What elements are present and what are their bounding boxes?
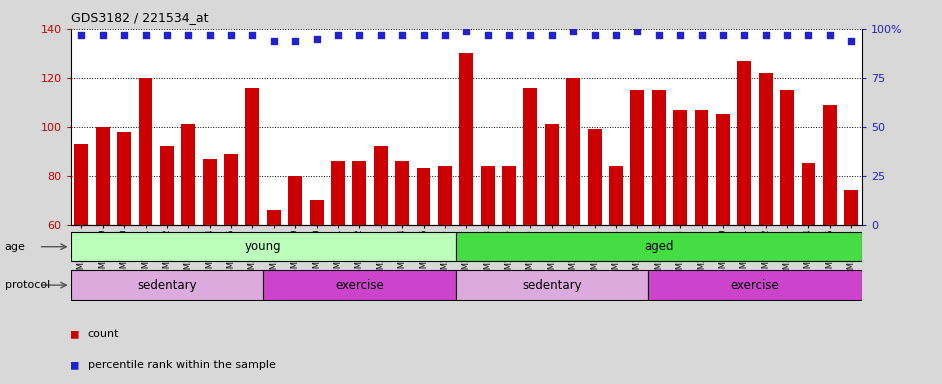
Bar xyxy=(694,109,708,225)
Text: ■: ■ xyxy=(71,358,78,371)
Point xyxy=(351,31,366,38)
Bar xyxy=(71,270,263,300)
Bar xyxy=(352,161,366,225)
Point xyxy=(138,31,153,38)
Bar xyxy=(331,161,345,225)
Point xyxy=(309,35,324,41)
Point xyxy=(373,31,388,38)
Bar xyxy=(96,127,109,225)
Point xyxy=(822,31,837,38)
Bar xyxy=(524,88,537,225)
Text: count: count xyxy=(88,329,119,339)
Bar xyxy=(456,270,648,300)
Point xyxy=(117,31,132,38)
Point xyxy=(758,31,773,38)
Point xyxy=(395,31,410,38)
Bar xyxy=(74,144,89,225)
Point xyxy=(737,31,752,38)
Bar xyxy=(460,53,473,225)
Point xyxy=(459,28,474,34)
Bar xyxy=(181,124,195,225)
Bar xyxy=(396,161,409,225)
Point xyxy=(416,31,431,38)
Bar xyxy=(224,154,238,225)
Bar xyxy=(267,210,281,225)
Bar xyxy=(438,166,452,225)
Point xyxy=(715,31,730,38)
Text: aged: aged xyxy=(644,240,674,253)
Bar xyxy=(456,232,862,262)
Text: sedentary: sedentary xyxy=(138,279,197,291)
Text: exercise: exercise xyxy=(731,279,779,291)
Bar xyxy=(544,124,559,225)
Bar xyxy=(674,109,687,225)
Point xyxy=(801,31,816,38)
Bar xyxy=(203,159,217,225)
Bar xyxy=(823,105,836,225)
Bar xyxy=(652,90,666,225)
Text: age: age xyxy=(5,242,25,252)
Point xyxy=(73,31,89,38)
Point xyxy=(651,31,666,38)
Point xyxy=(223,31,238,38)
Point xyxy=(673,31,688,38)
Point xyxy=(245,31,260,38)
Bar xyxy=(288,176,302,225)
Point xyxy=(501,31,516,38)
Point xyxy=(287,38,302,44)
Bar xyxy=(609,166,623,225)
Text: ■: ■ xyxy=(71,328,78,341)
Bar xyxy=(117,132,131,225)
Point xyxy=(609,31,624,38)
Point xyxy=(587,31,602,38)
Point xyxy=(95,31,110,38)
Point xyxy=(780,31,795,38)
Point xyxy=(523,31,538,38)
Text: exercise: exercise xyxy=(335,279,383,291)
Point xyxy=(844,38,859,44)
Bar xyxy=(844,190,858,225)
Point xyxy=(203,31,218,38)
Point xyxy=(437,31,452,38)
Point xyxy=(181,31,196,38)
Text: protocol: protocol xyxy=(5,280,50,290)
Bar xyxy=(566,78,580,225)
Bar xyxy=(802,164,816,225)
Bar xyxy=(648,270,862,300)
Bar xyxy=(138,78,153,225)
Bar xyxy=(738,61,752,225)
Point xyxy=(630,28,645,34)
Text: GDS3182 / 221534_at: GDS3182 / 221534_at xyxy=(71,12,208,25)
Bar xyxy=(716,114,730,225)
Bar xyxy=(480,166,495,225)
Bar xyxy=(588,129,602,225)
Text: percentile rank within the sample: percentile rank within the sample xyxy=(88,360,275,370)
Point xyxy=(694,31,709,38)
Point xyxy=(159,31,174,38)
Point xyxy=(331,31,346,38)
Bar xyxy=(502,166,516,225)
Text: young: young xyxy=(245,240,282,253)
Text: sedentary: sedentary xyxy=(522,279,581,291)
Bar xyxy=(416,168,430,225)
Point xyxy=(480,31,495,38)
Bar xyxy=(246,88,259,225)
Bar xyxy=(630,90,644,225)
Bar xyxy=(71,232,456,262)
Point xyxy=(566,28,581,34)
Bar xyxy=(263,270,456,300)
Bar xyxy=(310,200,323,225)
Bar xyxy=(780,90,794,225)
Bar xyxy=(160,146,174,225)
Point xyxy=(544,31,560,38)
Bar xyxy=(374,146,388,225)
Point xyxy=(267,38,282,44)
Bar xyxy=(758,73,772,225)
